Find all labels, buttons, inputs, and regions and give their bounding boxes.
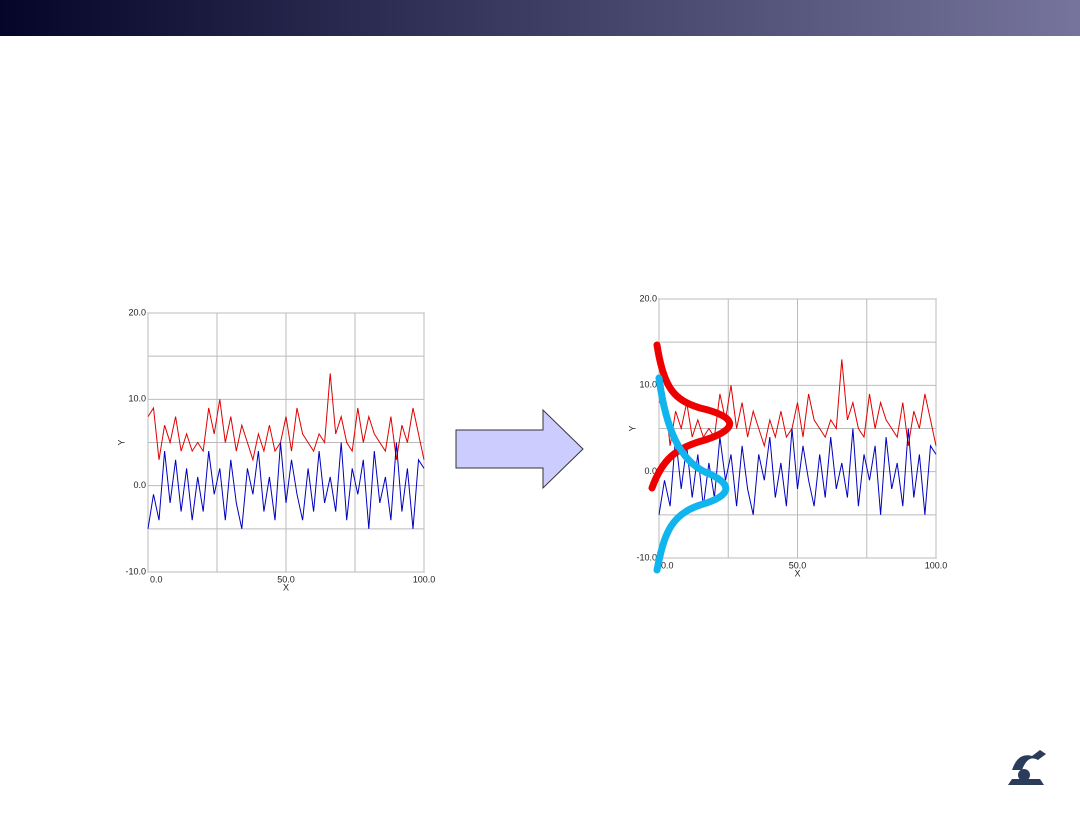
x-tick-label: 100.0	[413, 574, 436, 584]
header-bar	[0, 0, 1080, 36]
x-axis-label: X	[283, 582, 289, 592]
data-line	[658, 359, 937, 448]
y-tick-label: -10.0	[636, 552, 657, 562]
y-tick-label: 0.0	[644, 466, 657, 476]
data-line	[147, 442, 425, 529]
red-distribution-curve	[648, 341, 733, 492]
x-tick-label: 50.0	[277, 574, 295, 584]
y-tick-label: 10.0	[639, 380, 657, 390]
x-tick-label: 0.0	[150, 574, 163, 584]
y-tick-label: 20.0	[128, 307, 146, 317]
y-axis-label: Y	[627, 425, 637, 431]
x-tick-label: 0.0	[661, 560, 674, 570]
y-tick-label: 10.0	[128, 394, 146, 404]
logo	[1008, 750, 1046, 785]
y-tick-label: 20.0	[639, 293, 657, 303]
x-axis-label: X	[794, 568, 800, 578]
y-tick-label: 0.0	[133, 480, 146, 490]
y-axis-label: Y	[116, 439, 126, 445]
cyan-distribution-curve	[653, 374, 730, 574]
arrow	[455, 408, 584, 490]
x-tick-label: 50.0	[789, 560, 807, 570]
x-tick-label: 100.0	[925, 560, 948, 570]
data-line	[147, 373, 425, 462]
y-tick-label: -10.0	[125, 566, 146, 576]
data-line	[658, 428, 937, 515]
